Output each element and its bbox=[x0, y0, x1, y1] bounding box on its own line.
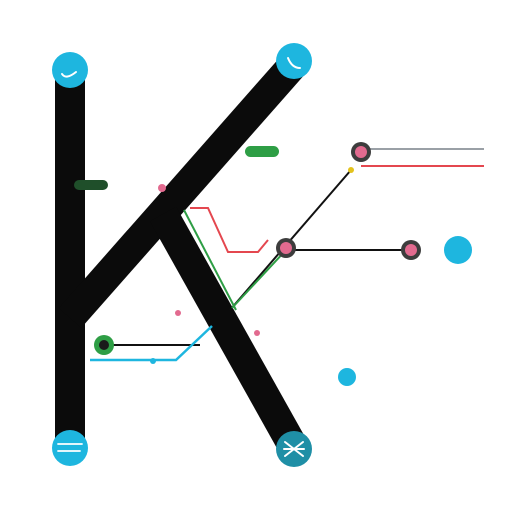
green-pill[interactable] bbox=[245, 146, 279, 157]
blue-joint-dot bbox=[150, 358, 156, 364]
pink-dot bbox=[175, 310, 181, 316]
pink-dot bbox=[254, 330, 260, 336]
cross-arrows-icon bbox=[283, 441, 305, 457]
bottom-left-node[interactable] bbox=[52, 430, 88, 466]
node-left-green-inner bbox=[99, 340, 109, 350]
node-mid-inner bbox=[280, 242, 292, 254]
k-upper-arm bbox=[58, 54, 306, 328]
phone-icon bbox=[61, 71, 77, 78]
bottom-right-node[interactable] bbox=[276, 431, 312, 467]
k-lower-leg bbox=[149, 206, 308, 456]
node-right-inner bbox=[405, 244, 417, 256]
connector-line bbox=[183, 209, 237, 311]
pink-dot bbox=[158, 184, 166, 192]
left-pill[interactable] bbox=[74, 180, 108, 190]
yellow-dot bbox=[348, 167, 354, 173]
connector-line bbox=[231, 249, 287, 309]
node-top-right-small-inner bbox=[355, 146, 367, 158]
connector-line bbox=[90, 325, 213, 362]
top-left-node[interactable] bbox=[52, 52, 88, 88]
blue-dot-large[interactable] bbox=[444, 236, 472, 264]
blue-dot-small[interactable] bbox=[338, 368, 356, 386]
chat-bubble-icon bbox=[287, 57, 301, 69]
message-lines-icon bbox=[57, 443, 83, 452]
connector-line bbox=[190, 207, 269, 253]
top-right-node[interactable] bbox=[276, 43, 312, 79]
